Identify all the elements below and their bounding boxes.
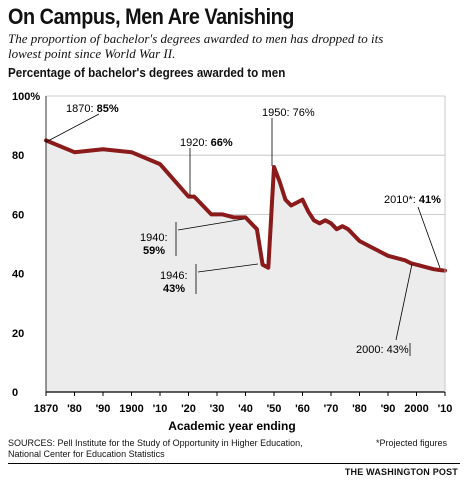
annotation-leader-2000 <box>395 263 413 341</box>
sources-note: SOURCES: Pell Institute for the Study of… <box>8 438 303 459</box>
y-tick-label: 60 <box>12 209 24 221</box>
x-tick-label: '30 <box>210 403 225 415</box>
chart-title: On Campus, Men Are Vanishing <box>8 4 294 29</box>
x-tick-label: '10 <box>153 403 168 415</box>
y-tick-label: 0 <box>12 387 18 399</box>
chart-subtitle: The proportion of bachelor's degrees awa… <box>8 31 384 61</box>
series-line <box>44 138 447 273</box>
x-axis-label: Academic year ending <box>168 419 295 433</box>
credit-line: THE WASHINGTON POST <box>344 467 458 477</box>
x-tick-label: '70 <box>324 403 339 415</box>
x-tick-label: 1900 <box>119 403 143 415</box>
x-tick-label: '80 <box>352 403 367 415</box>
y-axis-title: Percentage of bachelor's degrees awarded… <box>8 66 286 80</box>
annotation-leader-1870 <box>45 113 100 143</box>
annotation-2000: 2000: 43% <box>356 344 409 356</box>
footer-rule <box>8 463 460 464</box>
x-tick-label: '90 <box>381 403 396 415</box>
annotation-leader-1940 <box>177 218 245 231</box>
annotation-1946-value: 43% <box>163 283 185 295</box>
x-tick-label: 1870 <box>34 403 58 415</box>
x-tick-label: '50 <box>267 403 282 415</box>
x-tick-label: '20 <box>181 403 196 415</box>
y-tick-label: 80 <box>12 150 24 162</box>
annotation-1950: 1950: 76% <box>262 107 315 119</box>
y-tick-label: 40 <box>12 269 24 281</box>
annotation-1940-value: 59% <box>143 245 165 257</box>
annotation-1870: 1870: 85% <box>66 103 119 115</box>
y-tick-label: 100% <box>12 91 40 103</box>
projected-footnote: *Projected figures <box>376 438 448 448</box>
axes: 0 20 40 60 80 100% 1870 '80 '90 1900 '10 '20 '30 '40 '… <box>12 91 452 415</box>
area-fill <box>46 140 445 392</box>
annotation-2010: 2010*: 41% <box>384 194 441 206</box>
x-tick-label: 2000 <box>404 403 428 415</box>
x-tick-label: '60 <box>295 403 310 415</box>
x-tick-label: '10 <box>438 403 453 415</box>
annotation-1920: 1920: 66% <box>180 137 233 149</box>
x-tick-label: '80 <box>67 403 82 415</box>
y-tick-label: 20 <box>12 328 24 340</box>
annotation-leader-1946 <box>197 263 259 273</box>
x-tick-label: '40 <box>238 403 253 415</box>
annotation-leader-2010 <box>417 206 441 269</box>
annotation-1946-label: 1946: <box>160 270 188 282</box>
annotation-1940-label: 1940: <box>140 232 168 244</box>
annotations: 1870: 85% 1920: 66% 1950: 76% 1940: 59% … <box>45 103 441 356</box>
x-tick-label: '90 <box>96 403 111 415</box>
